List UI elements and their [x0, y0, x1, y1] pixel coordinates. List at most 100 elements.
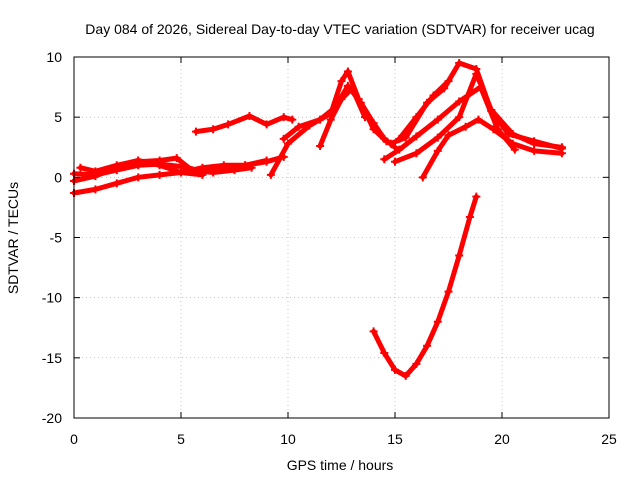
data-point [284, 139, 292, 148]
data-point [134, 156, 143, 165]
data-point [134, 173, 143, 182]
data-point [472, 65, 481, 74]
data-point [461, 122, 470, 131]
data-point [557, 149, 566, 158]
x-tick-labels: 0 5 10 15 20 25 [70, 431, 617, 447]
data-point [343, 81, 352, 90]
y-tick-label: -15 [42, 350, 62, 366]
y-tick-labels: 10 5 0 -5 -10 -15 -20 [42, 49, 62, 426]
data-point [348, 84, 357, 93]
data-point [224, 120, 233, 129]
data-point [489, 125, 498, 134]
data-point [465, 213, 474, 222]
data-point [191, 127, 200, 136]
data-point [530, 146, 539, 155]
data-point [487, 107, 496, 116]
data-point [245, 111, 254, 120]
data-point [412, 132, 421, 141]
data-point [423, 341, 432, 350]
y-axis-title: SDTVAR / TECUs [5, 182, 21, 294]
x-axis-title: GPS time / hours [287, 457, 394, 473]
data-point [455, 59, 464, 68]
data-point [294, 122, 303, 131]
data-point [504, 130, 513, 139]
data-point [433, 115, 442, 124]
x-tick-label: 0 [70, 431, 78, 447]
data-point [279, 113, 288, 122]
data-point [361, 113, 370, 122]
x-tick-label: 15 [387, 431, 403, 447]
data-point [401, 371, 410, 380]
data-point [433, 317, 442, 326]
data-point [412, 113, 421, 122]
data-point [337, 95, 346, 104]
data-point [316, 142, 325, 151]
data-point [412, 149, 421, 158]
x-tick-label: 20 [494, 431, 510, 447]
data-point [177, 168, 185, 177]
data-point [444, 77, 453, 86]
data-point [337, 77, 346, 86]
data-point [76, 163, 85, 172]
data-point [241, 161, 250, 170]
y-tick-label: -10 [42, 290, 62, 306]
data-point [198, 170, 207, 179]
data-point [172, 154, 181, 163]
data-point [391, 157, 399, 166]
data-point [91, 185, 100, 194]
data-point [209, 168, 218, 177]
data-point [266, 170, 275, 179]
data-point [455, 97, 464, 106]
y-tick-label: 0 [54, 169, 62, 185]
data-point [455, 251, 464, 260]
data-point [209, 125, 218, 134]
data-point [510, 145, 519, 154]
data-point [444, 287, 453, 296]
data-point [288, 115, 297, 124]
x-tick-label: 10 [280, 431, 296, 447]
data-point [429, 91, 438, 100]
data-point [391, 365, 399, 374]
y-tick-label: -5 [50, 230, 63, 246]
data-point [395, 134, 404, 143]
data-point [433, 133, 442, 142]
data-point [369, 327, 378, 336]
x-tick-label: 5 [177, 431, 185, 447]
data-point [474, 115, 483, 124]
data-point [508, 139, 517, 148]
data-point [279, 134, 288, 143]
data-point [112, 161, 121, 170]
data-point [380, 349, 389, 358]
data-point [412, 359, 421, 368]
data-point [91, 167, 100, 176]
y-tick-label: 10 [46, 49, 62, 65]
x-tick-label: 25 [601, 431, 617, 447]
data-point [380, 155, 389, 164]
data-point [382, 137, 391, 146]
data-point [219, 161, 228, 170]
series-sat-c [71, 158, 270, 196]
data-point [472, 192, 481, 201]
data-point [343, 67, 352, 76]
data-point [316, 115, 325, 124]
y-tick-label: 5 [54, 109, 62, 125]
data-point [433, 146, 442, 155]
series-sat-b [71, 155, 255, 184]
chart-title: Day 084 of 2026, Sidereal Day-to-day VTE… [85, 21, 594, 37]
tick-layer [73, 56, 610, 419]
series-sat-m [396, 78, 451, 142]
series-layer [70, 59, 566, 380]
data-point [198, 163, 207, 172]
data-point [444, 131, 453, 140]
data-point [530, 137, 539, 146]
data-point [418, 173, 427, 182]
data-point [112, 179, 121, 188]
data-point [326, 115, 335, 124]
data-point [455, 113, 464, 122]
series-sat-i [381, 84, 518, 162]
data-point [155, 170, 164, 179]
data-point [369, 125, 378, 134]
data-point [395, 145, 404, 154]
